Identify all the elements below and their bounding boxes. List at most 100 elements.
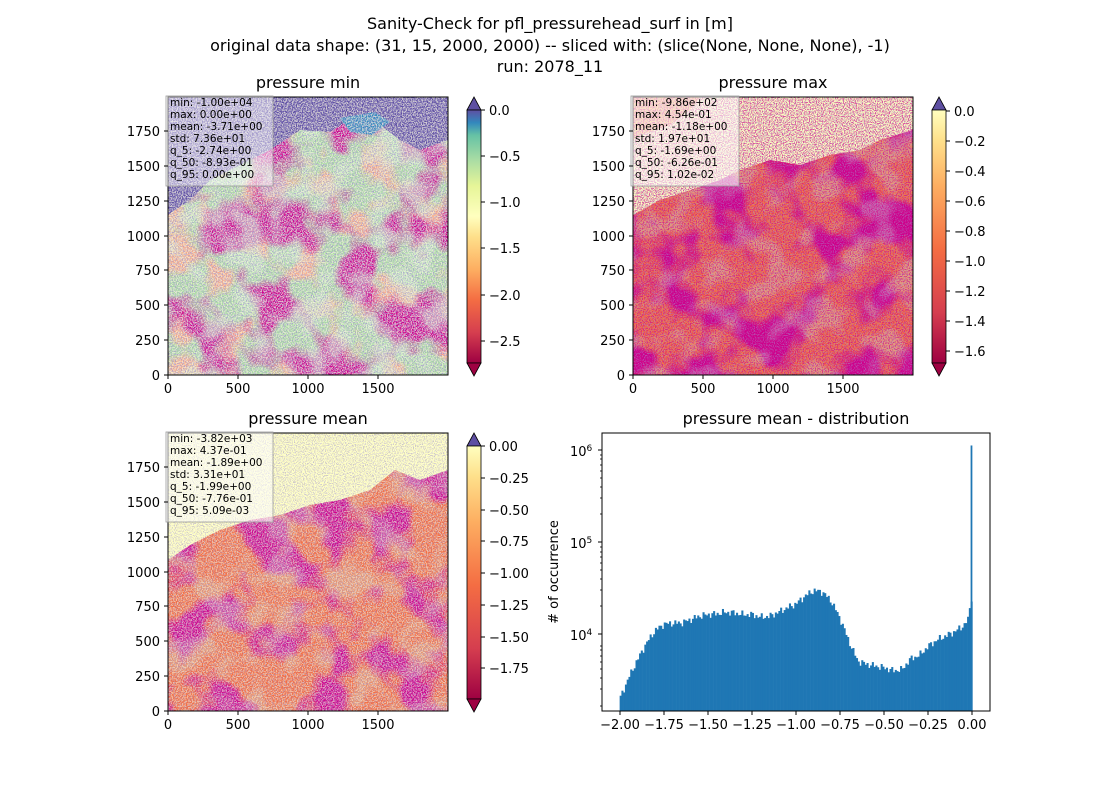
histogram-bar (640, 650, 643, 711)
histogram-bar (796, 603, 799, 711)
histogram-bars (619, 445, 973, 711)
colorbar-tick-label: −1.0 (489, 196, 521, 211)
y-tick-label: 1750 (592, 125, 625, 140)
x-tick-label: 0 (629, 382, 637, 397)
x-tick-label: 500 (226, 718, 251, 733)
histogram-bar (900, 666, 903, 711)
y-tick-label: 1250 (127, 531, 160, 546)
histogram-bar (870, 665, 873, 711)
x-tick-label: −0.50 (864, 718, 904, 733)
x-tick-label: −0.25 (908, 718, 948, 733)
stats-line: q_50: -7.76e-01 (170, 493, 253, 505)
stats-line: q_95: 1.02e-02 (635, 169, 714, 181)
histogram-bar (885, 667, 889, 711)
histogram-bar (714, 615, 717, 711)
histogram-bar (873, 666, 876, 711)
figure-title-line-2: original data shape: (31, 15, 2000, 2000… (210, 36, 890, 55)
histogram-bar (937, 639, 940, 711)
histogram-bar (866, 663, 869, 711)
histogram-bar (769, 612, 772, 711)
histogram-bar (871, 662, 874, 711)
histogram-bar (945, 637, 948, 711)
colorbar-tick-label: −1.00 (489, 567, 529, 582)
histogram-bar (730, 610, 733, 711)
histogram-bar (968, 608, 971, 711)
colorbar-tick-label: 0.00 (489, 440, 518, 455)
histogram-bar (896, 671, 899, 711)
histogram-bar (713, 611, 716, 711)
histogram-bar (824, 593, 827, 711)
y-tick-label: 1500 (592, 160, 625, 175)
histogram-bar (716, 612, 719, 711)
histogram-bar (691, 618, 695, 711)
colorbar-tick-label: −0.25 (489, 472, 529, 487)
y-tick-label: 500 (135, 299, 160, 314)
y-tick-label: 1500 (127, 160, 160, 175)
colorbar-tick-label: −1.5 (489, 242, 521, 257)
histogram-bar (891, 667, 894, 711)
y-tick-label: 750 (135, 264, 160, 279)
histogram-bar (748, 616, 751, 711)
histogram-bar (764, 617, 767, 711)
histogram-bar (686, 621, 689, 711)
histogram-bar (660, 625, 663, 711)
histogram-bar (954, 631, 957, 711)
histogram-bar (746, 614, 749, 711)
histogram-bar (667, 623, 670, 711)
histogram-bar (811, 594, 814, 711)
y-tick-label: 0 (152, 705, 160, 720)
histogram-bar (755, 615, 758, 711)
histogram-bar (958, 625, 961, 711)
histogram-bar (665, 622, 668, 711)
histogram-bar (850, 648, 853, 711)
histogram-bar (757, 617, 760, 711)
histogram-bar (670, 626, 673, 711)
histogram-bar (707, 613, 710, 711)
histogram-bar (930, 642, 933, 711)
y-tick-label: 250 (135, 670, 160, 685)
histogram-bar (907, 664, 910, 711)
colorbar-tick-label: −0.4 (954, 165, 986, 180)
stats-line: q_5: -1.99e+00 (170, 481, 251, 493)
histogram-bar (725, 613, 728, 711)
colorbar-tick-label: −2.0 (489, 289, 521, 304)
stats-line: q_5: -1.69e+00 (635, 145, 716, 157)
x-tick-label: 1500 (826, 382, 859, 397)
histogram-bar (637, 659, 640, 711)
colorbar-tick-label: −1.6 (954, 345, 986, 360)
histogram-bar (917, 656, 920, 711)
colorbar-tick-label: −0.6 (954, 195, 986, 210)
histogram-bar (854, 655, 857, 711)
histogram-bar (859, 665, 862, 711)
histogram-bar (631, 670, 635, 711)
histogram-bar (744, 615, 747, 711)
stats-line: mean: -3.71e+00 (170, 121, 262, 133)
histogram-bar (699, 617, 702, 711)
histogram-bar (834, 610, 837, 711)
histogram-bar (924, 648, 927, 711)
stats-box: min: -1.00e+04 max: 0.00e+00 mean: -3.71… (165, 95, 274, 187)
x-tick-label: −1.75 (644, 718, 684, 733)
histogram-bar (676, 623, 679, 711)
histogram-bar (884, 669, 887, 711)
stats-line: q_95: 0.00e+00 (170, 169, 254, 181)
y-tick-label: 0 (152, 369, 160, 384)
histogram-bar (751, 612, 754, 711)
y-tick-label: 1000 (127, 566, 160, 581)
y-tick-label: 1750 (127, 461, 160, 476)
y-tick-label: 1000 (592, 230, 625, 245)
histogram-bar (894, 669, 897, 711)
x-tick-label: 500 (691, 382, 716, 397)
histogram-bar (781, 612, 784, 711)
histogram-bar (723, 612, 726, 711)
histogram-bar (818, 589, 821, 711)
histogram-bar (942, 638, 945, 711)
colorbar-tick-label: −1.25 (489, 599, 529, 614)
y-tick-label: 1250 (592, 195, 625, 210)
histogram-bar (721, 608, 724, 711)
figure-title-line-3: run: 2078_11 (497, 57, 603, 77)
histogram-bar (933, 641, 936, 711)
x-tick-label: 0.00 (958, 718, 987, 733)
stats-line: std: 1.97e+01 (635, 133, 710, 145)
